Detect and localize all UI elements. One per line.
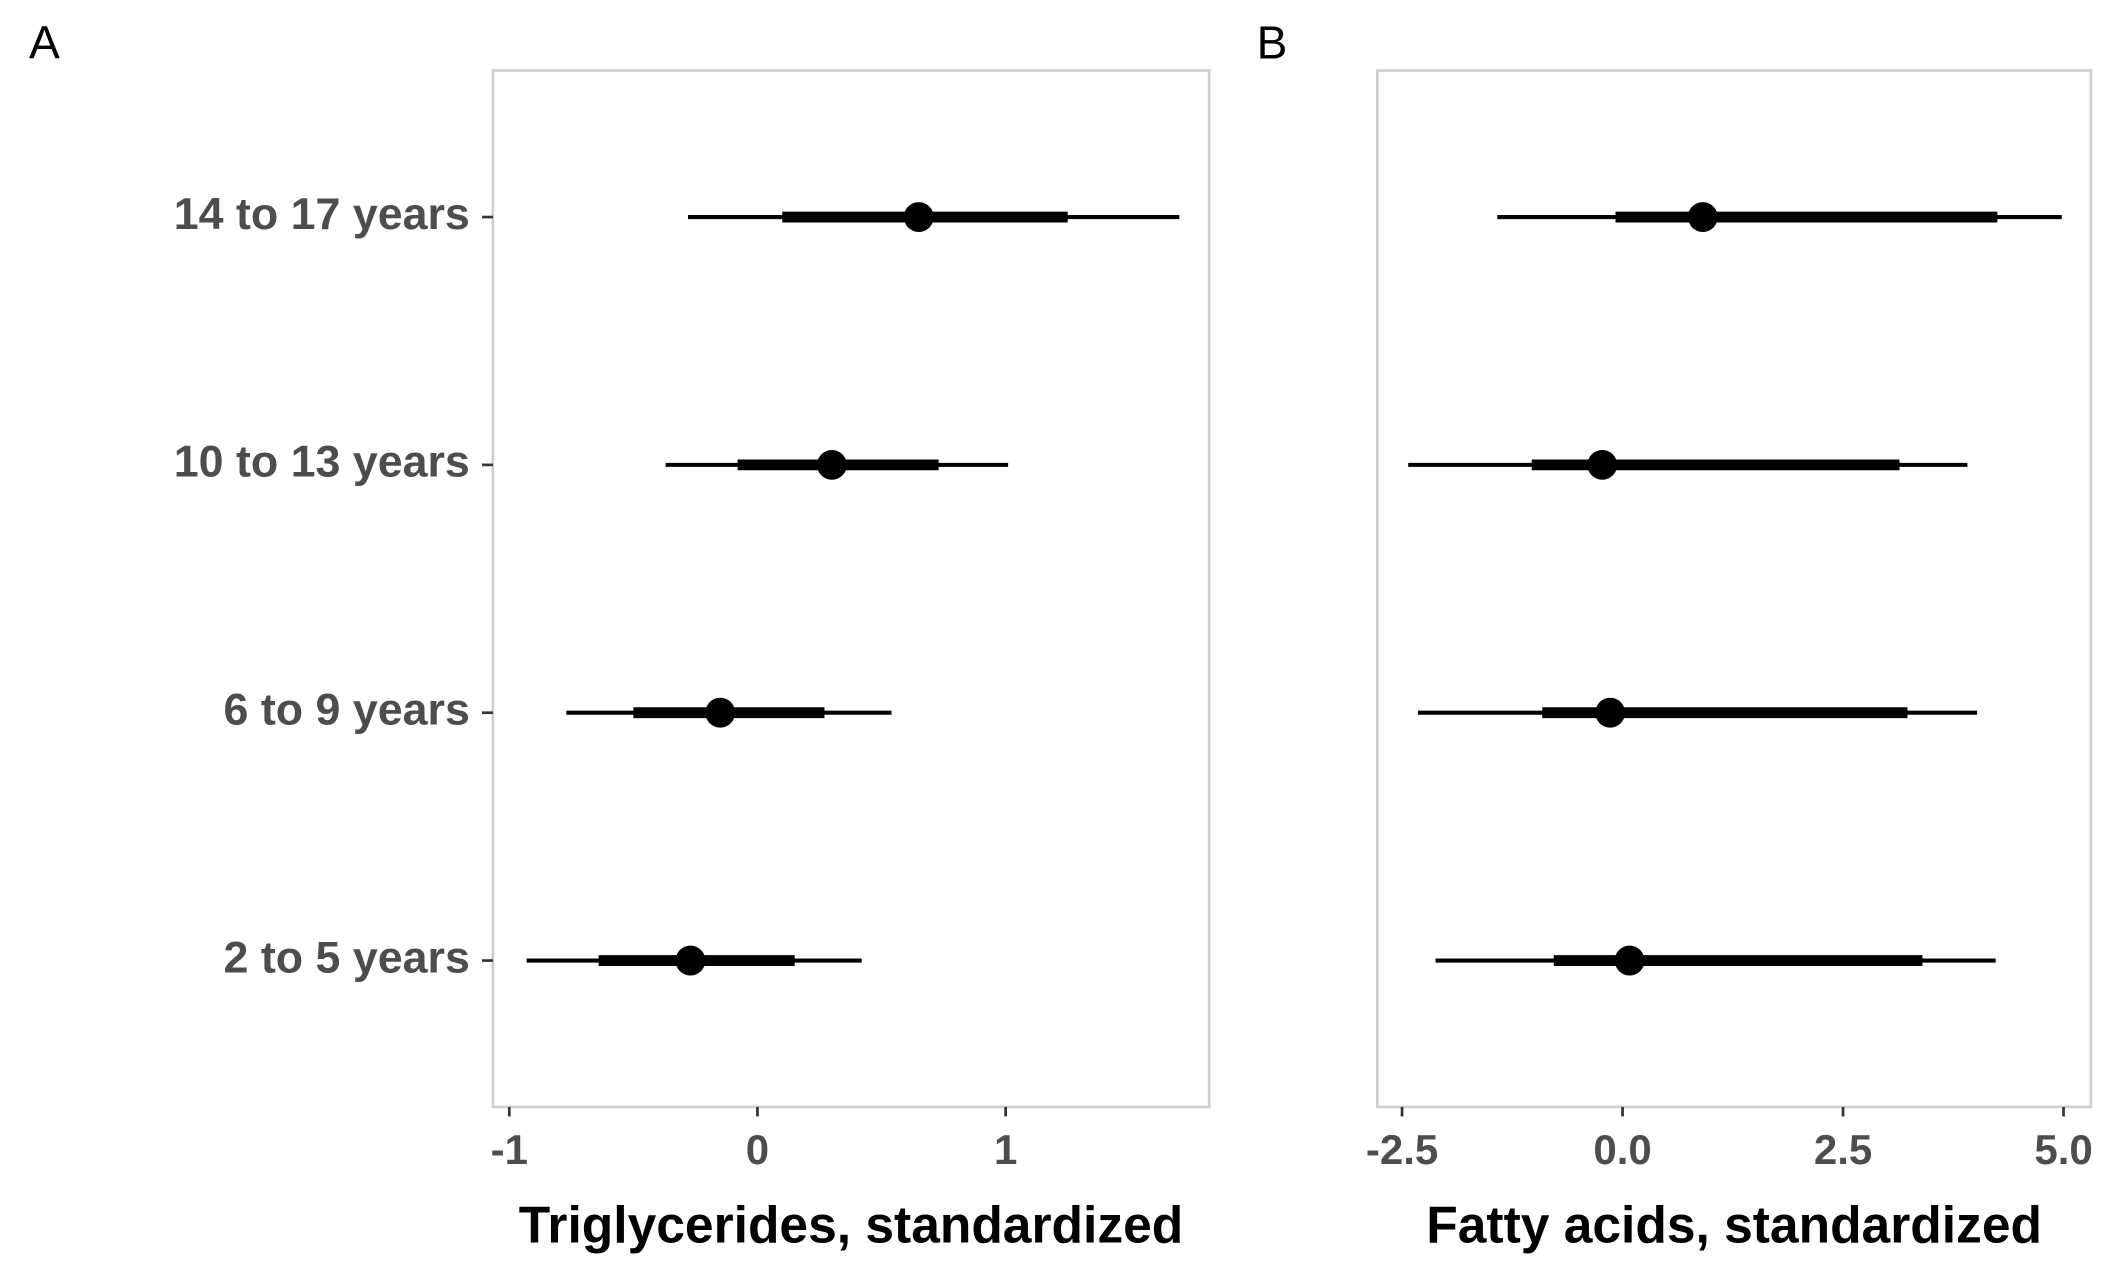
point-estimate xyxy=(1687,202,1718,232)
x-axis-title: Triglycerides, standardized xyxy=(519,1196,1183,1254)
point-estimate xyxy=(675,945,706,976)
panel-border xyxy=(491,69,1211,1109)
x-tick-label: 1 xyxy=(994,1126,1017,1173)
panel-label: A xyxy=(29,16,60,68)
x-tick-label: 2.5 xyxy=(1814,1126,1872,1173)
panel-label: B xyxy=(1257,16,1288,68)
y-tick-label: 10 to 13 years xyxy=(174,437,470,487)
point-estimate xyxy=(1587,449,1618,480)
x-tick-label: 5.0 xyxy=(2034,1126,2092,1173)
x-tick-label: -1 xyxy=(491,1126,528,1173)
x-axis-title: Fatty acids, standardized xyxy=(1426,1196,2042,1254)
point-estimate xyxy=(1595,697,1626,728)
y-tick-label: 2 to 5 years xyxy=(224,932,470,982)
x-tick-label: 0 xyxy=(746,1126,769,1173)
point-estimate xyxy=(903,202,934,232)
panel-border xyxy=(1375,69,2093,1109)
x-tick-label: 0.0 xyxy=(1593,1126,1651,1173)
y-tick-label: 14 to 17 years xyxy=(174,189,470,239)
x-tick-label: -2.5 xyxy=(1366,1126,1438,1173)
point-estimate xyxy=(816,449,847,480)
point-estimate xyxy=(1614,945,1645,976)
y-tick-label: 6 to 9 years xyxy=(224,685,470,735)
point-estimate xyxy=(705,697,736,728)
